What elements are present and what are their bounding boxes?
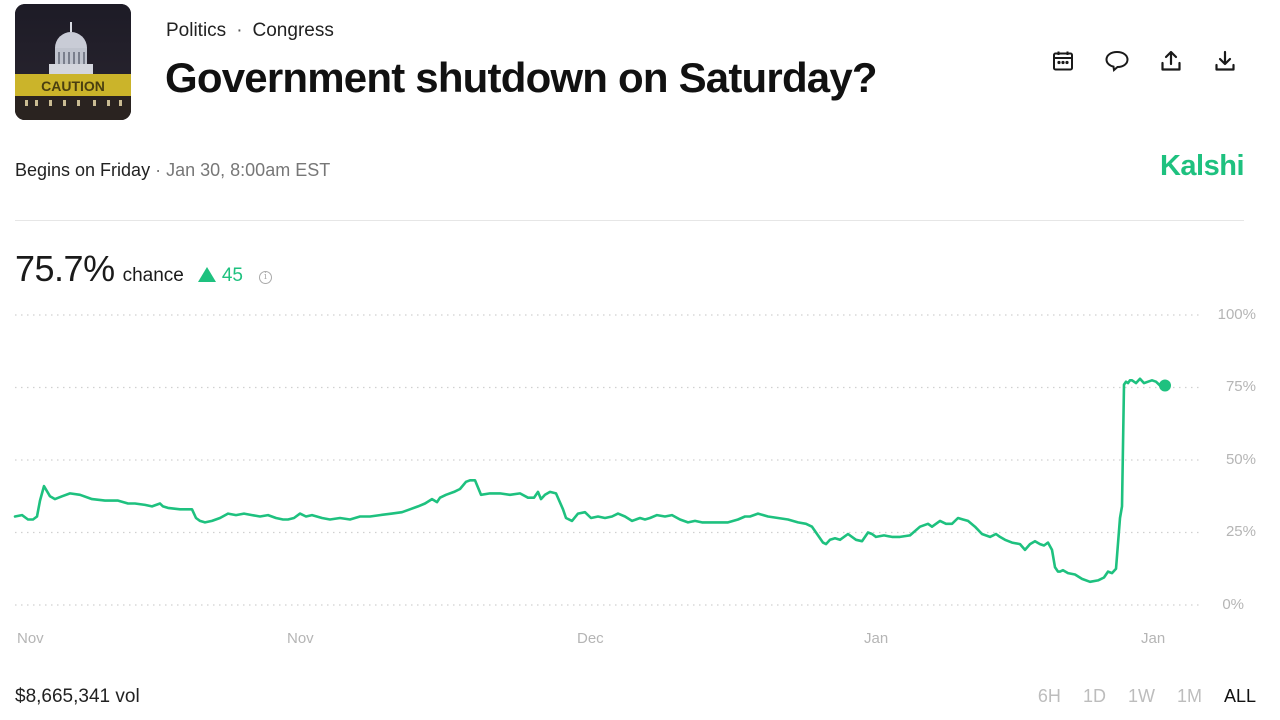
- triangle-up-icon: [197, 267, 216, 282]
- download-icon: [1215, 50, 1235, 71]
- breadcrumb: Politics · Congress: [166, 20, 334, 42]
- info-icon[interactable]: i: [259, 270, 272, 284]
- range-6h[interactable]: 6H: [1037, 686, 1061, 706]
- y-tick-100: 100%: [1217, 306, 1256, 323]
- header-actions: [1050, 48, 1238, 74]
- range-selector: 6H 1D 1W 1M ALL: [1038, 686, 1256, 707]
- page-title: Government shutdown on Saturday?: [165, 54, 878, 101]
- comment-icon: [1105, 50, 1129, 72]
- begins-label: Begins on Friday: [15, 160, 151, 180]
- share-button[interactable]: [1158, 48, 1184, 74]
- x-tick-5: Jan: [1141, 630, 1166, 647]
- current-value-marker: [1159, 379, 1171, 392]
- x-tick-2: Nov: [287, 630, 314, 647]
- breadcrumb-congress[interactable]: Congress: [252, 20, 334, 41]
- chance-stat: 75.7% chance 45 i: [15, 248, 272, 290]
- chance-delta: 45: [197, 265, 243, 287]
- divider: [15, 220, 1244, 221]
- range-1m[interactable]: 1M: [1176, 686, 1202, 706]
- chance-label: chance: [122, 265, 184, 286]
- capitol-image: CAUTION: [15, 4, 131, 120]
- comment-button[interactable]: [1104, 48, 1130, 74]
- volume: $8,665,341 vol: [15, 686, 140, 707]
- range-1w[interactable]: 1W: [1127, 686, 1155, 706]
- y-tick-25: 25%: [1225, 523, 1256, 540]
- download-button[interactable]: [1212, 48, 1238, 74]
- breadcrumb-politics[interactable]: Politics: [166, 20, 227, 41]
- chart-gridlines: [15, 314, 1203, 606]
- kalshi-logo[interactable]: Kalshi: [1159, 150, 1245, 182]
- svg-text:CAUTION: CAUTION: [41, 78, 105, 94]
- calendar-icon: [1053, 51, 1073, 71]
- calendar-button[interactable]: [1050, 48, 1076, 74]
- range-1d[interactable]: 1D: [1082, 686, 1106, 706]
- y-tick-75: 75%: [1225, 378, 1256, 395]
- chance-percent: 75.7%: [15, 248, 115, 289]
- y-tick-50: 50%: [1225, 451, 1256, 468]
- begins-datetime: Jan 30, 8:00am EST: [166, 160, 331, 180]
- share-icon: [1161, 50, 1181, 71]
- y-tick-0: 0%: [1222, 596, 1244, 613]
- breadcrumb-separator: ·: [236, 20, 243, 41]
- range-all[interactable]: ALL: [1223, 686, 1256, 706]
- x-tick-1: Nov: [17, 630, 44, 647]
- event-begins: Begins on Friday · Jan 30, 8:00am EST: [15, 160, 330, 181]
- x-tick-3: Dec: [577, 630, 604, 647]
- chance-line: [13, 377, 1162, 584]
- market-thumbnail: CAUTION: [15, 4, 131, 120]
- x-tick-4: Jan: [864, 630, 889, 647]
- begins-separator: ·: [155, 160, 162, 180]
- delta-value: 45: [221, 265, 243, 286]
